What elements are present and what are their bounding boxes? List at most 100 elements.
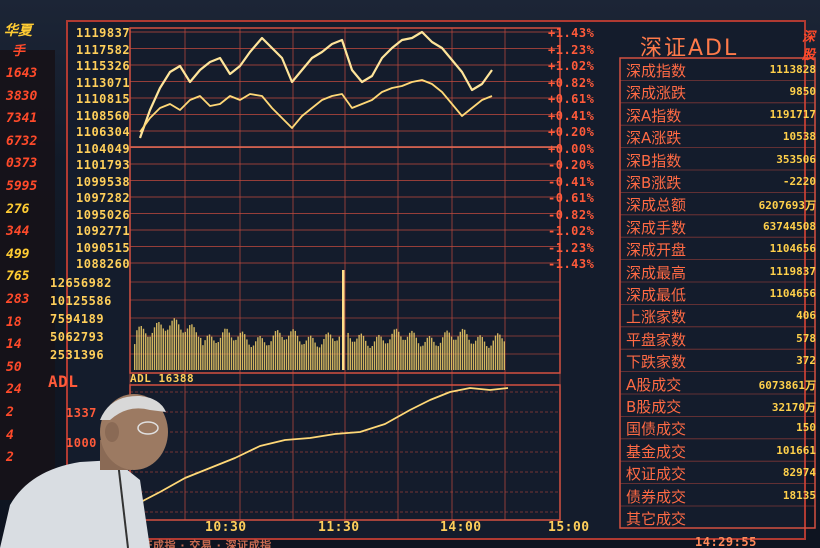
percent-label: -1.23% <box>548 240 595 255</box>
stat-value: 6073861万 <box>758 378 816 392</box>
volume-bar <box>184 331 186 370</box>
volume-bar <box>468 339 470 370</box>
volume-bar <box>158 322 160 370</box>
volume-bar <box>411 330 413 370</box>
stat-name: B股成交 <box>626 398 682 416</box>
volume-bar <box>351 341 354 370</box>
volume-bar <box>358 334 360 370</box>
volume-bar <box>288 335 290 370</box>
volume-bar <box>494 335 497 370</box>
percent-label: -1.02% <box>548 224 595 238</box>
volume-bar <box>316 346 318 370</box>
adjacent-board-number: 4 <box>6 427 14 443</box>
percent-label: -1.43% <box>548 257 595 271</box>
stat-name: 国债成交 <box>626 420 687 439</box>
volume-bar <box>413 332 415 370</box>
stat-name: 深成开盘 <box>626 241 687 260</box>
volume-bar <box>334 341 336 370</box>
time-label: 10:30 <box>205 520 247 535</box>
volume-bar <box>193 327 195 370</box>
adjacent-board-number: 3830 <box>6 88 38 104</box>
stat-value: 406 <box>796 309 816 323</box>
volume-bar <box>213 340 215 370</box>
volume-bar <box>178 324 180 370</box>
volume-bar <box>417 343 420 370</box>
volume-bar <box>389 339 391 370</box>
adjacent-board-number: 7341 <box>6 111 38 127</box>
adjacent-board-number: 276 <box>6 201 30 217</box>
price-label: 1101793 <box>76 158 131 172</box>
volume-bar <box>362 335 365 370</box>
volume-label: 2531396 <box>50 348 105 362</box>
volume-bar <box>217 342 219 370</box>
volume-bar <box>336 340 338 370</box>
volume-bar <box>147 336 149 370</box>
volume-bar <box>391 333 393 370</box>
volume-bar <box>378 334 380 370</box>
volume-bar <box>307 336 310 370</box>
volume-bar <box>420 346 422 370</box>
volume-bar <box>373 341 376 370</box>
stat-value: 1119837 <box>769 264 816 278</box>
volume-bar <box>400 336 402 370</box>
adjacent-board-number: 5995 <box>6 179 38 194</box>
volume-bar <box>266 345 268 370</box>
volume-bar <box>285 339 288 370</box>
stat-name: 深成最低 <box>626 286 687 304</box>
volume-bar <box>475 340 477 370</box>
volume-bar <box>431 337 433 370</box>
volume-bar <box>367 345 369 370</box>
price-label: 1092771 <box>76 224 131 238</box>
adjacent-board-number: 2 <box>6 450 14 466</box>
volume-bar <box>321 344 323 370</box>
volume-bar <box>281 337 283 370</box>
bottom-ticker: 深证成指 · 交易 · 深证成指 <box>130 539 272 548</box>
volume-bar <box>428 335 431 370</box>
adl-axis-label-1: 1337 <box>66 406 97 420</box>
volume-bar <box>296 335 299 370</box>
volume-bar <box>327 332 329 370</box>
volume-bar <box>332 338 334 370</box>
stat-value: 10538 <box>782 130 816 144</box>
volume-bar <box>402 339 404 370</box>
stat-name: 其它成交 <box>626 510 687 528</box>
volume-bar <box>283 339 285 370</box>
volume-bar <box>325 334 327 370</box>
adjacent-board-number: 344 <box>6 224 30 240</box>
volume-bar <box>180 329 182 370</box>
volume-bar <box>138 326 140 370</box>
volume-bar <box>134 344 136 370</box>
volume-label: 12656982 <box>50 276 112 290</box>
volume-bar <box>204 340 206 370</box>
volume-bar <box>371 346 373 370</box>
volume-bar <box>299 341 301 370</box>
volume-bar <box>433 341 435 370</box>
stat-name: 深B指数 <box>626 151 682 170</box>
volume-bar <box>136 330 138 370</box>
volume-bar <box>437 346 439 370</box>
stat-name: 权证成交 <box>626 465 687 484</box>
volume-bar <box>501 338 503 370</box>
stat-name: 深成指数 <box>626 62 687 80</box>
volume-bar <box>219 337 222 370</box>
stat-name: 下跌家数 <box>626 353 687 372</box>
stat-name: 上涨家数 <box>626 308 687 327</box>
stats-frame <box>619 57 816 529</box>
adjacent-board-number: 50 <box>6 359 22 375</box>
percent-label: +0.20% <box>548 125 595 139</box>
percent-label: -0.61% <box>548 191 595 205</box>
volume-bar <box>338 336 340 370</box>
price-label: 1097282 <box>76 191 131 205</box>
volume-bar <box>167 329 169 370</box>
price-label: 1099538 <box>76 174 131 189</box>
adjacent-board-number: 1643 <box>6 66 38 81</box>
percent-label: +1.23% <box>548 42 595 57</box>
volume-bar <box>191 324 193 370</box>
adl-line <box>134 387 509 506</box>
volume-bar <box>162 328 164 370</box>
stat-name: 深成总额 <box>626 196 687 215</box>
stat-value: 6207693万 <box>758 199 816 213</box>
volume-bar <box>435 345 437 370</box>
